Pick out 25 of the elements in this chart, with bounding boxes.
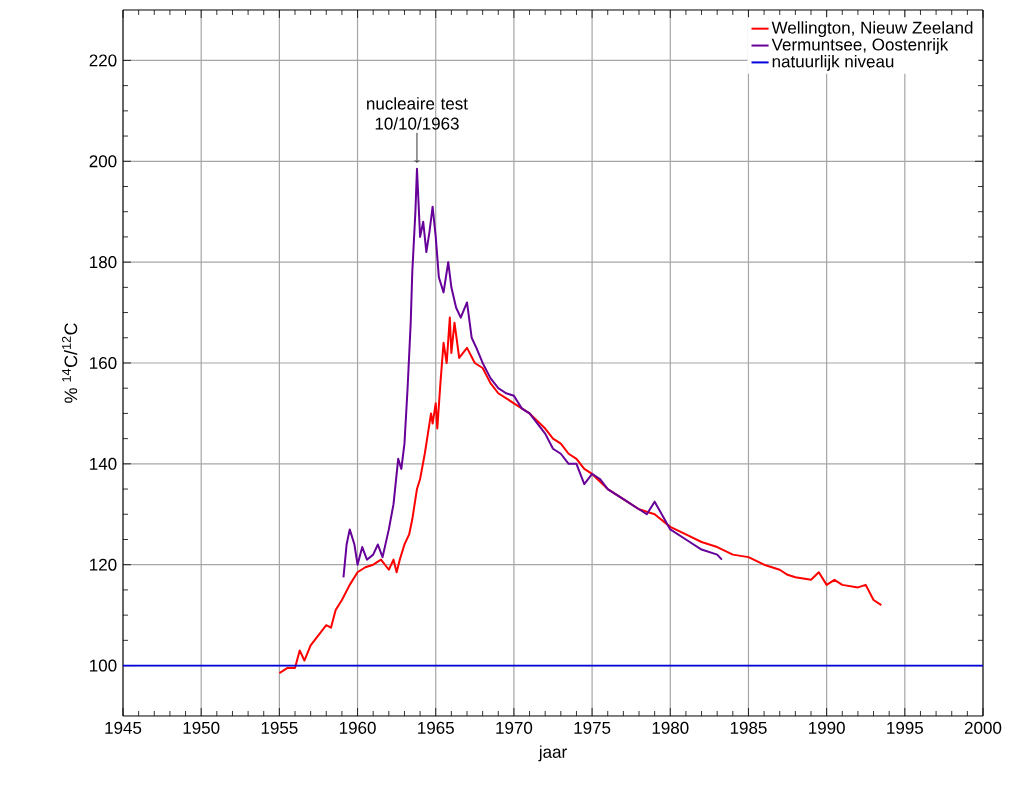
y-tick-label: 220 [89,54,117,67]
legend-label: Wellington, Nieuw Zeeland [771,21,973,38]
y-axis-title: % $^{14}$C/$^{12}$C [62,323,78,403]
x-tick-label: 1990 [809,721,845,734]
legend-label: natuurlijk niveau [772,54,894,71]
x-tick-label: 1995 [887,721,923,734]
x-tick-label: 1955 [261,721,298,734]
y-tick-label: 120 [90,558,117,571]
y-tick-label: 180 [90,256,117,269]
y-tick-label: 200 [89,155,117,168]
x-tick-label: 1980 [652,721,689,734]
x-tick-label: 2000 [964,721,1002,734]
x-tick-label: 1945 [105,721,142,734]
y-tick-label: 100 [90,659,117,672]
x-tick-label: 1950 [183,721,220,734]
y-tick-label: 140 [90,457,117,470]
x-axis-title: jaar [538,745,567,762]
x-tick-label: 1965 [418,721,454,734]
annotation: nucleaire test 10/10/1963 [367,97,468,130]
x-tick-label: 1960 [339,721,376,734]
x-tick-label: 1985 [730,721,767,734]
legend-label: Vermuntsee, Oostenrijk [771,38,949,54]
y-tick-label: 160 [90,356,117,370]
x-tick-label: 1975 [574,721,611,734]
x-tick-label: 1970 [496,721,533,734]
